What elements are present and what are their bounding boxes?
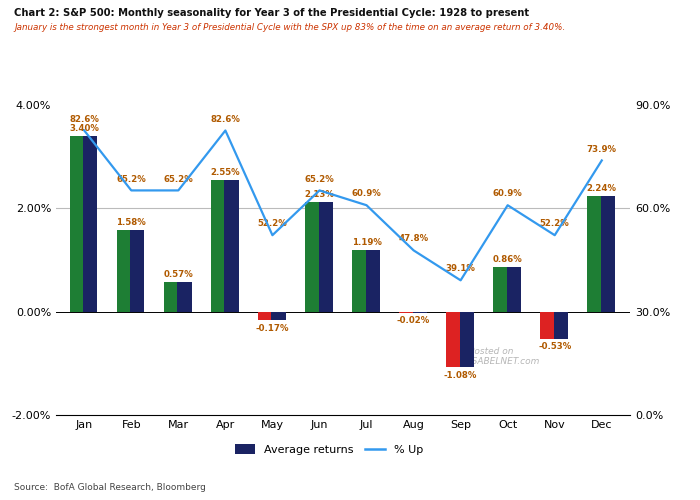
Text: 65.2%: 65.2% <box>164 174 193 184</box>
Bar <box>352 250 372 312</box>
Bar <box>130 230 144 312</box>
Text: 1.58%: 1.58% <box>116 218 146 227</box>
Text: -0.53%: -0.53% <box>538 342 571 351</box>
Text: 0.86%: 0.86% <box>493 255 522 264</box>
Text: 52.2%: 52.2% <box>258 220 287 228</box>
Text: 3.40%: 3.40% <box>69 124 99 133</box>
Text: 52.2%: 52.2% <box>540 220 570 228</box>
Text: 73.9%: 73.9% <box>587 144 617 154</box>
Bar <box>493 267 513 312</box>
Text: 60.9%: 60.9% <box>493 190 522 198</box>
Bar <box>211 180 230 312</box>
Text: -1.08%: -1.08% <box>444 370 477 380</box>
Text: Posted on
ISABELNET.com: Posted on ISABELNET.com <box>469 347 540 366</box>
Text: Source:  BofA Global Research, Bloomberg: Source: BofA Global Research, Bloomberg <box>14 484 206 492</box>
Bar <box>460 312 474 368</box>
Text: Chart 2: S&P 500: Monthly seasonality for Year 3 of the Presidential Cycle: 1928: Chart 2: S&P 500: Monthly seasonality fo… <box>14 8 529 18</box>
Bar <box>177 282 192 312</box>
Text: 0.57%: 0.57% <box>164 270 193 279</box>
Legend: Average returns, % Up: Average returns, % Up <box>231 440 427 460</box>
Bar <box>225 180 239 312</box>
Text: January is the strongest month in Year 3 of Presidential Cycle with the SPX up 8: January is the strongest month in Year 3… <box>14 24 566 32</box>
Bar <box>69 136 90 312</box>
Text: 82.6%: 82.6% <box>211 114 240 124</box>
Text: 39.1%: 39.1% <box>446 264 475 274</box>
Text: -0.17%: -0.17% <box>256 324 289 332</box>
Bar <box>305 202 325 312</box>
Bar <box>554 312 568 339</box>
Text: 47.8%: 47.8% <box>398 234 428 244</box>
Text: 2.55%: 2.55% <box>211 168 240 177</box>
Text: 65.2%: 65.2% <box>304 174 335 184</box>
Bar <box>318 202 332 312</box>
Bar <box>258 312 278 320</box>
Bar <box>365 250 379 312</box>
Text: 65.2%: 65.2% <box>116 174 146 184</box>
Text: 82.6%: 82.6% <box>69 114 99 124</box>
Text: -0.02%: -0.02% <box>397 316 430 325</box>
Bar <box>540 312 560 339</box>
Bar <box>272 312 286 320</box>
Bar <box>587 196 607 312</box>
Bar <box>601 196 615 312</box>
Text: 1.19%: 1.19% <box>351 238 382 247</box>
Bar <box>117 230 136 312</box>
Bar <box>83 136 97 312</box>
Bar <box>507 267 521 312</box>
Text: 2.13%: 2.13% <box>304 190 335 198</box>
Bar <box>446 312 466 368</box>
Bar <box>164 282 183 312</box>
Text: 60.9%: 60.9% <box>351 190 382 198</box>
Text: 2.24%: 2.24% <box>587 184 617 193</box>
